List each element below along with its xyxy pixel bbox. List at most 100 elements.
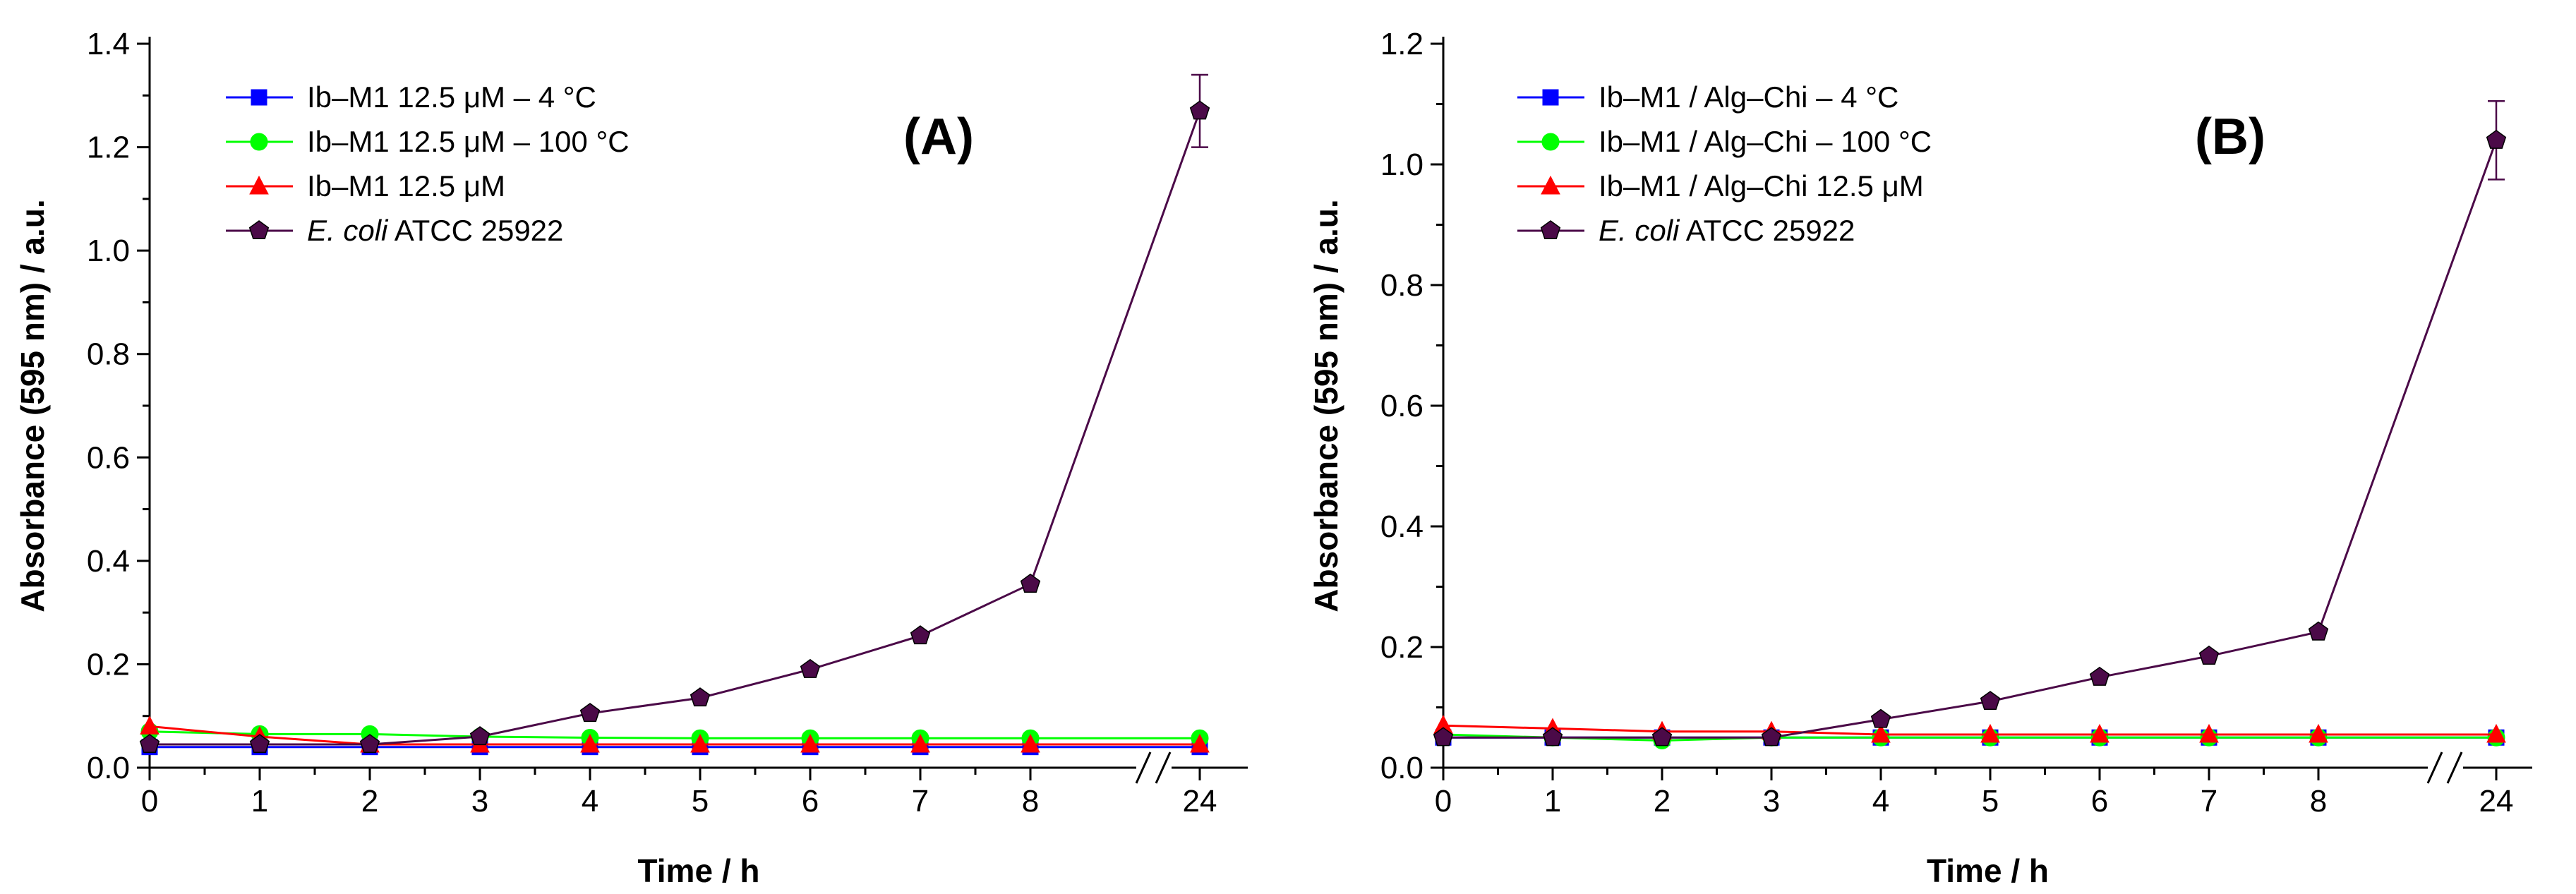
- data-point: [910, 733, 930, 753]
- x-tick-label: 3: [471, 784, 488, 819]
- y-axis-title: Absorbance (595 nm) / a.u.: [1308, 199, 1344, 612]
- data-point: [1020, 573, 1041, 593]
- series-3: [139, 73, 1210, 754]
- data-point: [1651, 727, 1673, 747]
- chart-panel-a: 0.0 0.2 0.4 0.6 0.8 1.0 1.2 1.4 0 1 2 3 4 5 6 7 8 24 Time …: [14, 27, 1248, 889]
- y-tick-label: 1.0: [87, 234, 130, 268]
- legend-marker: [248, 220, 270, 240]
- y-tick-label: 0.0: [87, 751, 130, 785]
- legend-marker: [1542, 89, 1559, 106]
- data-point: [1189, 100, 1210, 120]
- data-point: [580, 733, 600, 753]
- y-tick-label: 0.6: [87, 440, 130, 475]
- y-tick-label: 1.4: [87, 27, 130, 61]
- data-point: [2486, 129, 2507, 149]
- data-point: [2089, 666, 2110, 686]
- data-point: [800, 658, 821, 678]
- data-point: [1542, 727, 1563, 747]
- y-tick-label: 0.4: [87, 544, 130, 579]
- data-point: [2308, 621, 2329, 641]
- legend-label: Ib–M1 12.5 μM – 4 °C: [307, 80, 596, 114]
- series-line: [1443, 724, 2496, 736]
- x-tick-label: 5: [1982, 784, 1999, 819]
- data-point: [1021, 733, 1040, 753]
- x-tick-label: 6: [802, 784, 819, 819]
- data-point: [1433, 727, 1454, 747]
- series-3: [1433, 99, 2507, 747]
- y-tick-label: 1.2: [1380, 27, 1424, 61]
- data-point: [249, 734, 270, 754]
- data-point: [1871, 723, 1891, 743]
- x-tick-label: 6: [2091, 784, 2108, 819]
- series-line: [149, 730, 1200, 739]
- x-tick-label: 0: [141, 784, 158, 819]
- y-tick-label: 0.4: [1380, 509, 1424, 544]
- x-tick-label: 1: [1544, 784, 1561, 819]
- legend-marker: [250, 133, 268, 151]
- y-tick-label: 0.0: [1380, 751, 1424, 785]
- legend-label: Ib–M1 / Alg–Chi – 4 °C: [1599, 80, 1898, 114]
- legend-marker: [249, 175, 269, 195]
- data-point: [2486, 723, 2506, 743]
- legend-label: E. coli ATCC 25922: [1599, 214, 1855, 247]
- legend-label-italic: E. coli: [1599, 214, 1680, 247]
- legend-label: Ib–M1 12.5 μM – 100 °C: [307, 125, 630, 158]
- series-line: [149, 725, 1200, 746]
- axis-break-mark: [2446, 751, 2463, 784]
- series-line: [1443, 140, 2498, 739]
- x-tick-label: 1: [251, 784, 268, 819]
- x-tick-label: 7: [912, 784, 929, 819]
- x-tick-label: 2: [361, 784, 378, 819]
- x-tick-label: 2: [1654, 784, 1671, 819]
- series-line: [150, 110, 1201, 746]
- panel-label: (B): [2195, 109, 2265, 165]
- legend-marker: [1540, 220, 1561, 240]
- y-tick-label: 0.2: [87, 647, 130, 682]
- data-point: [469, 726, 490, 746]
- data-point: [139, 734, 160, 754]
- series-0: [141, 739, 1208, 756]
- legend-marker: [1541, 133, 1560, 151]
- data-point: [690, 733, 710, 753]
- data-point: [690, 687, 711, 707]
- axis-break-mark: [1135, 751, 1152, 784]
- data-point: [1980, 723, 2000, 743]
- x-tick-label: 8: [2310, 784, 2327, 819]
- x-axis-title: Time / h: [1927, 852, 2049, 889]
- x-tick-label: 0: [1435, 784, 1452, 819]
- legend-label: E. coli ATCC 25922: [307, 214, 563, 247]
- y-tick-label: 0.8: [1380, 268, 1424, 303]
- data-point: [1761, 727, 1782, 747]
- x-tick-label: 4: [582, 784, 598, 819]
- series-2: [1433, 715, 2506, 743]
- data-point: [2090, 723, 2109, 743]
- y-tick-label: 0.6: [1380, 389, 1424, 423]
- legend-label: Ib–M1 / Alg–Chi – 100 °C: [1599, 125, 1932, 158]
- data-point: [1190, 733, 1210, 753]
- legend-label-rest: ATCC 25922: [387, 214, 563, 247]
- data-point: [1870, 708, 1891, 728]
- x-axis-title: Time / h: [638, 852, 760, 889]
- data-point: [910, 625, 931, 645]
- data-point: [2199, 723, 2219, 743]
- data-point: [1980, 691, 2001, 711]
- y-axis-title: Absorbance (595 nm) / a.u.: [14, 199, 51, 612]
- legend-label: Ib–M1 / Alg–Chi 12.5 μM: [1599, 169, 1924, 203]
- y-tick-label: 1.0: [1380, 147, 1424, 182]
- x-tick-label: 4: [1872, 784, 1889, 819]
- x-tick-label: 24: [1183, 784, 1217, 819]
- x-tick-label: 8: [1022, 784, 1039, 819]
- legend-label-rest: ATCC 25922: [1679, 214, 1855, 247]
- series-line: [1443, 733, 2496, 742]
- x-tick-label: 5: [692, 784, 709, 819]
- series-1: [140, 723, 1209, 747]
- panel-label: (A): [903, 109, 974, 165]
- y-tick-label: 0.8: [87, 337, 130, 372]
- data-point: [2309, 723, 2328, 743]
- x-tick-label: 24: [2479, 784, 2514, 819]
- axis-break-mark: [2426, 751, 2443, 784]
- legend-marker: [251, 89, 267, 106]
- y-tick-label: 0.2: [1380, 630, 1424, 665]
- legend-marker: [1541, 175, 1560, 195]
